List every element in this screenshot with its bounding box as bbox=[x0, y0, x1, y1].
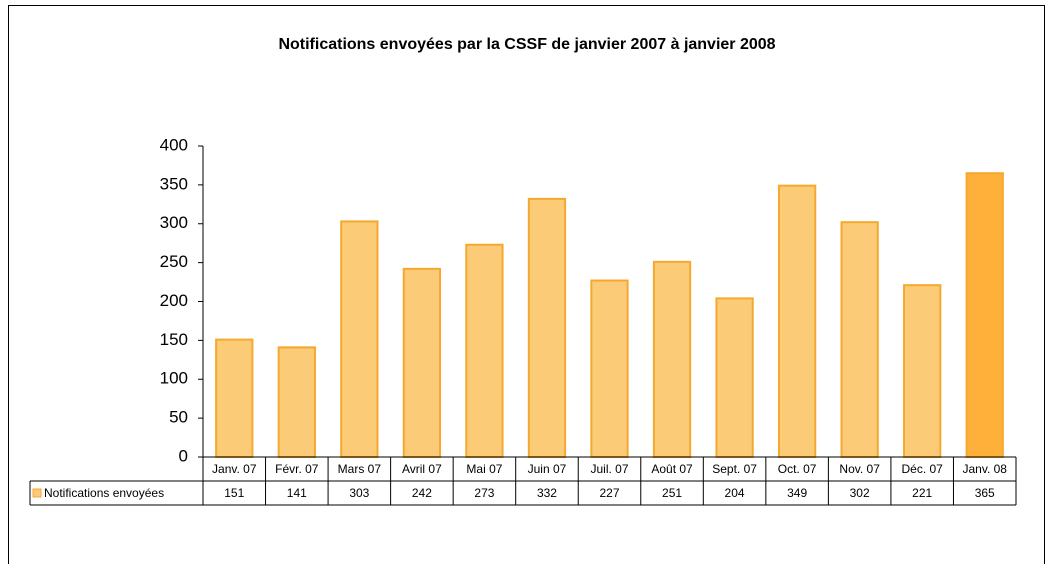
y-tick-label: 150 bbox=[160, 330, 188, 349]
bar bbox=[965, 172, 1004, 458]
x-tick-label: Févr. 07 bbox=[275, 462, 319, 476]
bar bbox=[840, 221, 879, 458]
bar bbox=[777, 184, 817, 458]
legend-label: Notifications envoyées bbox=[44, 486, 164, 500]
x-tick-label: Nov. 07 bbox=[839, 462, 880, 476]
y-tick-label: 50 bbox=[169, 408, 188, 427]
table-value: 227 bbox=[599, 486, 619, 500]
bar bbox=[465, 243, 504, 458]
x-tick-label: Août 07 bbox=[651, 462, 693, 476]
table-value: 365 bbox=[975, 486, 995, 500]
x-tick-label: Oct. 07 bbox=[778, 462, 817, 476]
bar bbox=[715, 297, 754, 459]
y-tick-label: 250 bbox=[160, 252, 188, 271]
table-value: 273 bbox=[474, 486, 494, 500]
x-tick-label: Déc. 07 bbox=[902, 462, 944, 476]
y-tick-label: 350 bbox=[160, 174, 188, 193]
x-tick-label: Avril 07 bbox=[402, 462, 442, 476]
table-value: 242 bbox=[412, 486, 432, 500]
x-tick-label: Janv. 08 bbox=[962, 462, 1007, 476]
table-value: 303 bbox=[349, 486, 369, 500]
x-tick-label: Mars 07 bbox=[338, 462, 382, 476]
x-tick-label: Mai 07 bbox=[466, 462, 502, 476]
table-value: 302 bbox=[850, 486, 870, 500]
y-tick-label: 400 bbox=[160, 135, 188, 154]
y-tick-label: 0 bbox=[179, 446, 188, 465]
table-value: 204 bbox=[725, 486, 745, 500]
bar bbox=[215, 338, 254, 458]
table-value: 221 bbox=[912, 486, 932, 500]
table-value: 349 bbox=[787, 486, 807, 500]
chart-frame bbox=[8, 5, 1045, 564]
bar bbox=[527, 197, 567, 458]
bar bbox=[340, 220, 379, 458]
table-value: 141 bbox=[287, 486, 307, 500]
y-tick-label: 200 bbox=[160, 291, 188, 310]
table-value: 251 bbox=[662, 486, 682, 500]
x-tick-label: Juil. 07 bbox=[590, 462, 628, 476]
chart-title: Notifications envoyées par la CSSF de ja… bbox=[278, 36, 775, 53]
y-tick-label: 300 bbox=[160, 213, 188, 232]
bar bbox=[590, 279, 629, 458]
x-tick-label: Sept. 07 bbox=[712, 462, 757, 476]
table-value: 332 bbox=[537, 486, 557, 500]
bar bbox=[277, 346, 316, 458]
x-tick-label: Janv. 07 bbox=[212, 462, 257, 476]
x-tick-label: Juin 07 bbox=[528, 462, 567, 476]
bar bbox=[903, 284, 942, 458]
bar bbox=[402, 267, 442, 458]
legend-swatch bbox=[32, 488, 42, 498]
bar bbox=[652, 260, 692, 458]
table-value: 151 bbox=[224, 486, 244, 500]
y-tick-label: 100 bbox=[160, 369, 188, 388]
